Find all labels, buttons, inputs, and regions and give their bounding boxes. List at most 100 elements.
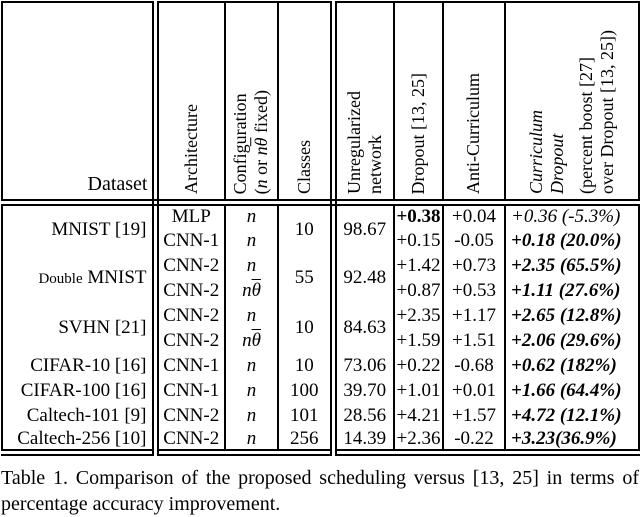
cell-architecture: CNN-2: [154, 277, 226, 303]
cell-unregularized: 92.48: [332, 252, 395, 303]
cell-curriculum-dropout: +0.18 (20.0%): [504, 227, 640, 253]
cell-curriculum-dropout: +1.66 (64.4%): [504, 377, 640, 403]
anti-curriculum-header-label: Anti-Curriculum: [463, 73, 484, 194]
col-header-architecture: Architecture: [154, 1, 226, 206]
cell-curriculum-dropout: +0.36 (-5.3%): [504, 202, 640, 228]
cell-dropout: +4.21: [393, 402, 444, 428]
cell-unregularized: 14.39: [332, 427, 395, 453]
cell-architecture: CNN-1: [154, 377, 226, 403]
table-row: Caltech-256 [10] CNN-2 n 256 14.39 +2.36…: [1, 427, 640, 453]
cell-classes: 55: [277, 252, 337, 303]
table-row: Double MNIST CNN-2 n 55 92.48 +1.42 +0.7…: [1, 252, 640, 303]
cell-dropout: +2.35: [393, 302, 444, 328]
unregularized-header-label: Unregularized network: [343, 91, 385, 194]
cell-dataset: MNIST [19]: [1, 202, 159, 253]
cell-configuration: n: [224, 227, 279, 253]
cell-configuration: n: [224, 302, 279, 328]
cell-architecture: MLP: [154, 202, 226, 228]
header-row: Dataset Architecture Configuration (n or …: [1, 1, 640, 206]
cell-anti-curriculum: +1.17: [442, 302, 506, 328]
cell-configuration: nθ: [224, 277, 279, 303]
col-header-dataset: Dataset: [1, 1, 159, 206]
table-row: CIFAR-10 [16] CNN-1 n 10 73.06 +0.22 -0.…: [1, 352, 640, 378]
cell-configuration: n: [224, 402, 279, 428]
cell-anti-curriculum: +0.73: [442, 252, 506, 278]
cell-configuration: n: [224, 202, 279, 228]
cell-dropout: +0.15: [393, 227, 444, 253]
cell-classes: 10: [277, 302, 337, 353]
cell-curriculum-dropout: +1.11 (27.6%): [504, 277, 640, 303]
cell-anti-curriculum: +0.01: [442, 377, 506, 403]
cell-curriculum-dropout: +2.06 (29.6%): [504, 327, 640, 353]
col-header-classes: Classes: [277, 1, 337, 206]
cell-unregularized: 28.56: [332, 402, 395, 428]
cell-architecture: CNN-2: [154, 302, 226, 328]
cell-dataset: Double MNIST: [1, 252, 159, 303]
cell-architecture: CNN-2: [154, 402, 226, 428]
dataset-header-label: Dataset: [87, 173, 148, 195]
col-header-unregularized-network: Unregularized network: [332, 1, 395, 206]
cell-unregularized: 84.63: [332, 302, 395, 353]
architecture-header-label: Architecture: [180, 104, 201, 194]
cell-configuration: n: [224, 427, 279, 453]
table-row: MNIST [19] MLP n 10 98.67 +0.38 +0.04 +0…: [1, 202, 640, 253]
table-row: SVHN [21] CNN-2 n 10 84.63 +2.35 +1.17 +…: [1, 302, 640, 353]
cell-configuration: n: [224, 352, 279, 378]
cell-anti-curriculum: -0.22: [442, 427, 506, 453]
cell-dropout: +0.22: [393, 352, 444, 378]
cell-architecture: CNN-2: [154, 327, 226, 353]
cell-configuration: nθ: [224, 327, 279, 353]
cell-anti-curriculum: +1.51: [442, 327, 506, 353]
cell-dataset: CIFAR-100 [16]: [1, 377, 159, 403]
cell-architecture: CNN-1: [154, 227, 226, 253]
col-header-curriculum-dropout: Curriculum Dropout (percent boost [27] ov…: [504, 1, 640, 206]
cell-architecture: CNN-1: [154, 352, 226, 378]
cell-unregularized: 73.06: [332, 352, 395, 378]
cell-classes: 10: [277, 352, 337, 378]
cell-dataset: Caltech-101 [9]: [1, 402, 159, 428]
cell-classes: 101: [277, 402, 337, 428]
cell-anti-curriculum: +0.04: [442, 202, 506, 228]
configuration-header-label: Configuration (n or nθ fixed): [230, 89, 272, 194]
cell-configuration: n: [224, 377, 279, 403]
cell-anti-curriculum: -0.05: [442, 227, 506, 253]
dropout-header-label: Dropout [13, 25]: [407, 72, 428, 194]
table-row: CNN-2 nθ +0.87 +0.53 +1.11 (27.6%): [2, 277, 640, 303]
cell-architecture: CNN-2: [154, 252, 226, 278]
curriculum-dropout-header-label: Curriculum Dropout: [525, 109, 567, 194]
table-row: CNN-2 nθ +1.59 +1.51 +2.06 (29.6%): [2, 327, 640, 353]
cell-architecture: CNN-2: [154, 427, 226, 453]
cell-unregularized: 39.70: [332, 377, 395, 403]
cell-classes: 256: [277, 427, 337, 453]
cell-curriculum-dropout: +2.65 (12.8%): [504, 302, 640, 328]
cell-dropout: +1.42: [393, 252, 444, 278]
cell-classes: 10: [277, 202, 337, 253]
cell-dropout: +0.38: [393, 202, 444, 228]
col-header-dropout: Dropout [13, 25]: [393, 1, 444, 206]
cell-curriculum-dropout: +3.23(36.9%): [504, 427, 640, 453]
col-header-anti-curriculum: Anti-Curriculum: [442, 1, 506, 206]
cell-anti-curriculum: -0.68: [442, 352, 506, 378]
cell-dropout: +1.59: [393, 327, 444, 353]
cell-anti-curriculum: +1.57: [442, 402, 506, 428]
cell-dataset: CIFAR-10 [16]: [1, 352, 159, 378]
cell-classes: 100: [277, 377, 337, 403]
curriculum-dropout-note: (percent boost [27] over Dropout [13, 25…: [576, 30, 618, 194]
cell-dropout: +1.01: [393, 377, 444, 403]
cell-curriculum-dropout: +0.62 (182%): [504, 352, 640, 378]
table-row: CIFAR-100 [16] CNN-1 n 100 39.70 +1.01 +…: [1, 377, 640, 403]
cell-unregularized: 98.67: [332, 202, 395, 253]
table-caption: Table 1. Comparison of the proposed sche…: [1, 467, 639, 515]
cell-configuration: n: [224, 252, 279, 278]
cell-dropout: +0.87: [393, 277, 444, 303]
cell-curriculum-dropout: +2.35 (65.5%): [504, 252, 640, 278]
cell-curriculum-dropout: +4.72 (12.1%): [504, 402, 640, 428]
table-row: Caltech-101 [9] CNN-2 n 101 28.56 +4.21 …: [1, 402, 640, 428]
cell-dataset: SVHN [21]: [1, 302, 159, 353]
cell-dataset: Caltech-256 [10]: [1, 427, 159, 453]
table-row: CNN-1 n +0.15 -0.05 +0.18 (20.0%): [2, 227, 640, 253]
classes-header-label: Classes: [293, 140, 314, 194]
results-table: Dataset Architecture Configuration (n or …: [1, 1, 640, 456]
cell-dropout: +2.36: [393, 427, 444, 453]
col-header-configuration: Configuration (n or nθ fixed): [224, 1, 279, 206]
